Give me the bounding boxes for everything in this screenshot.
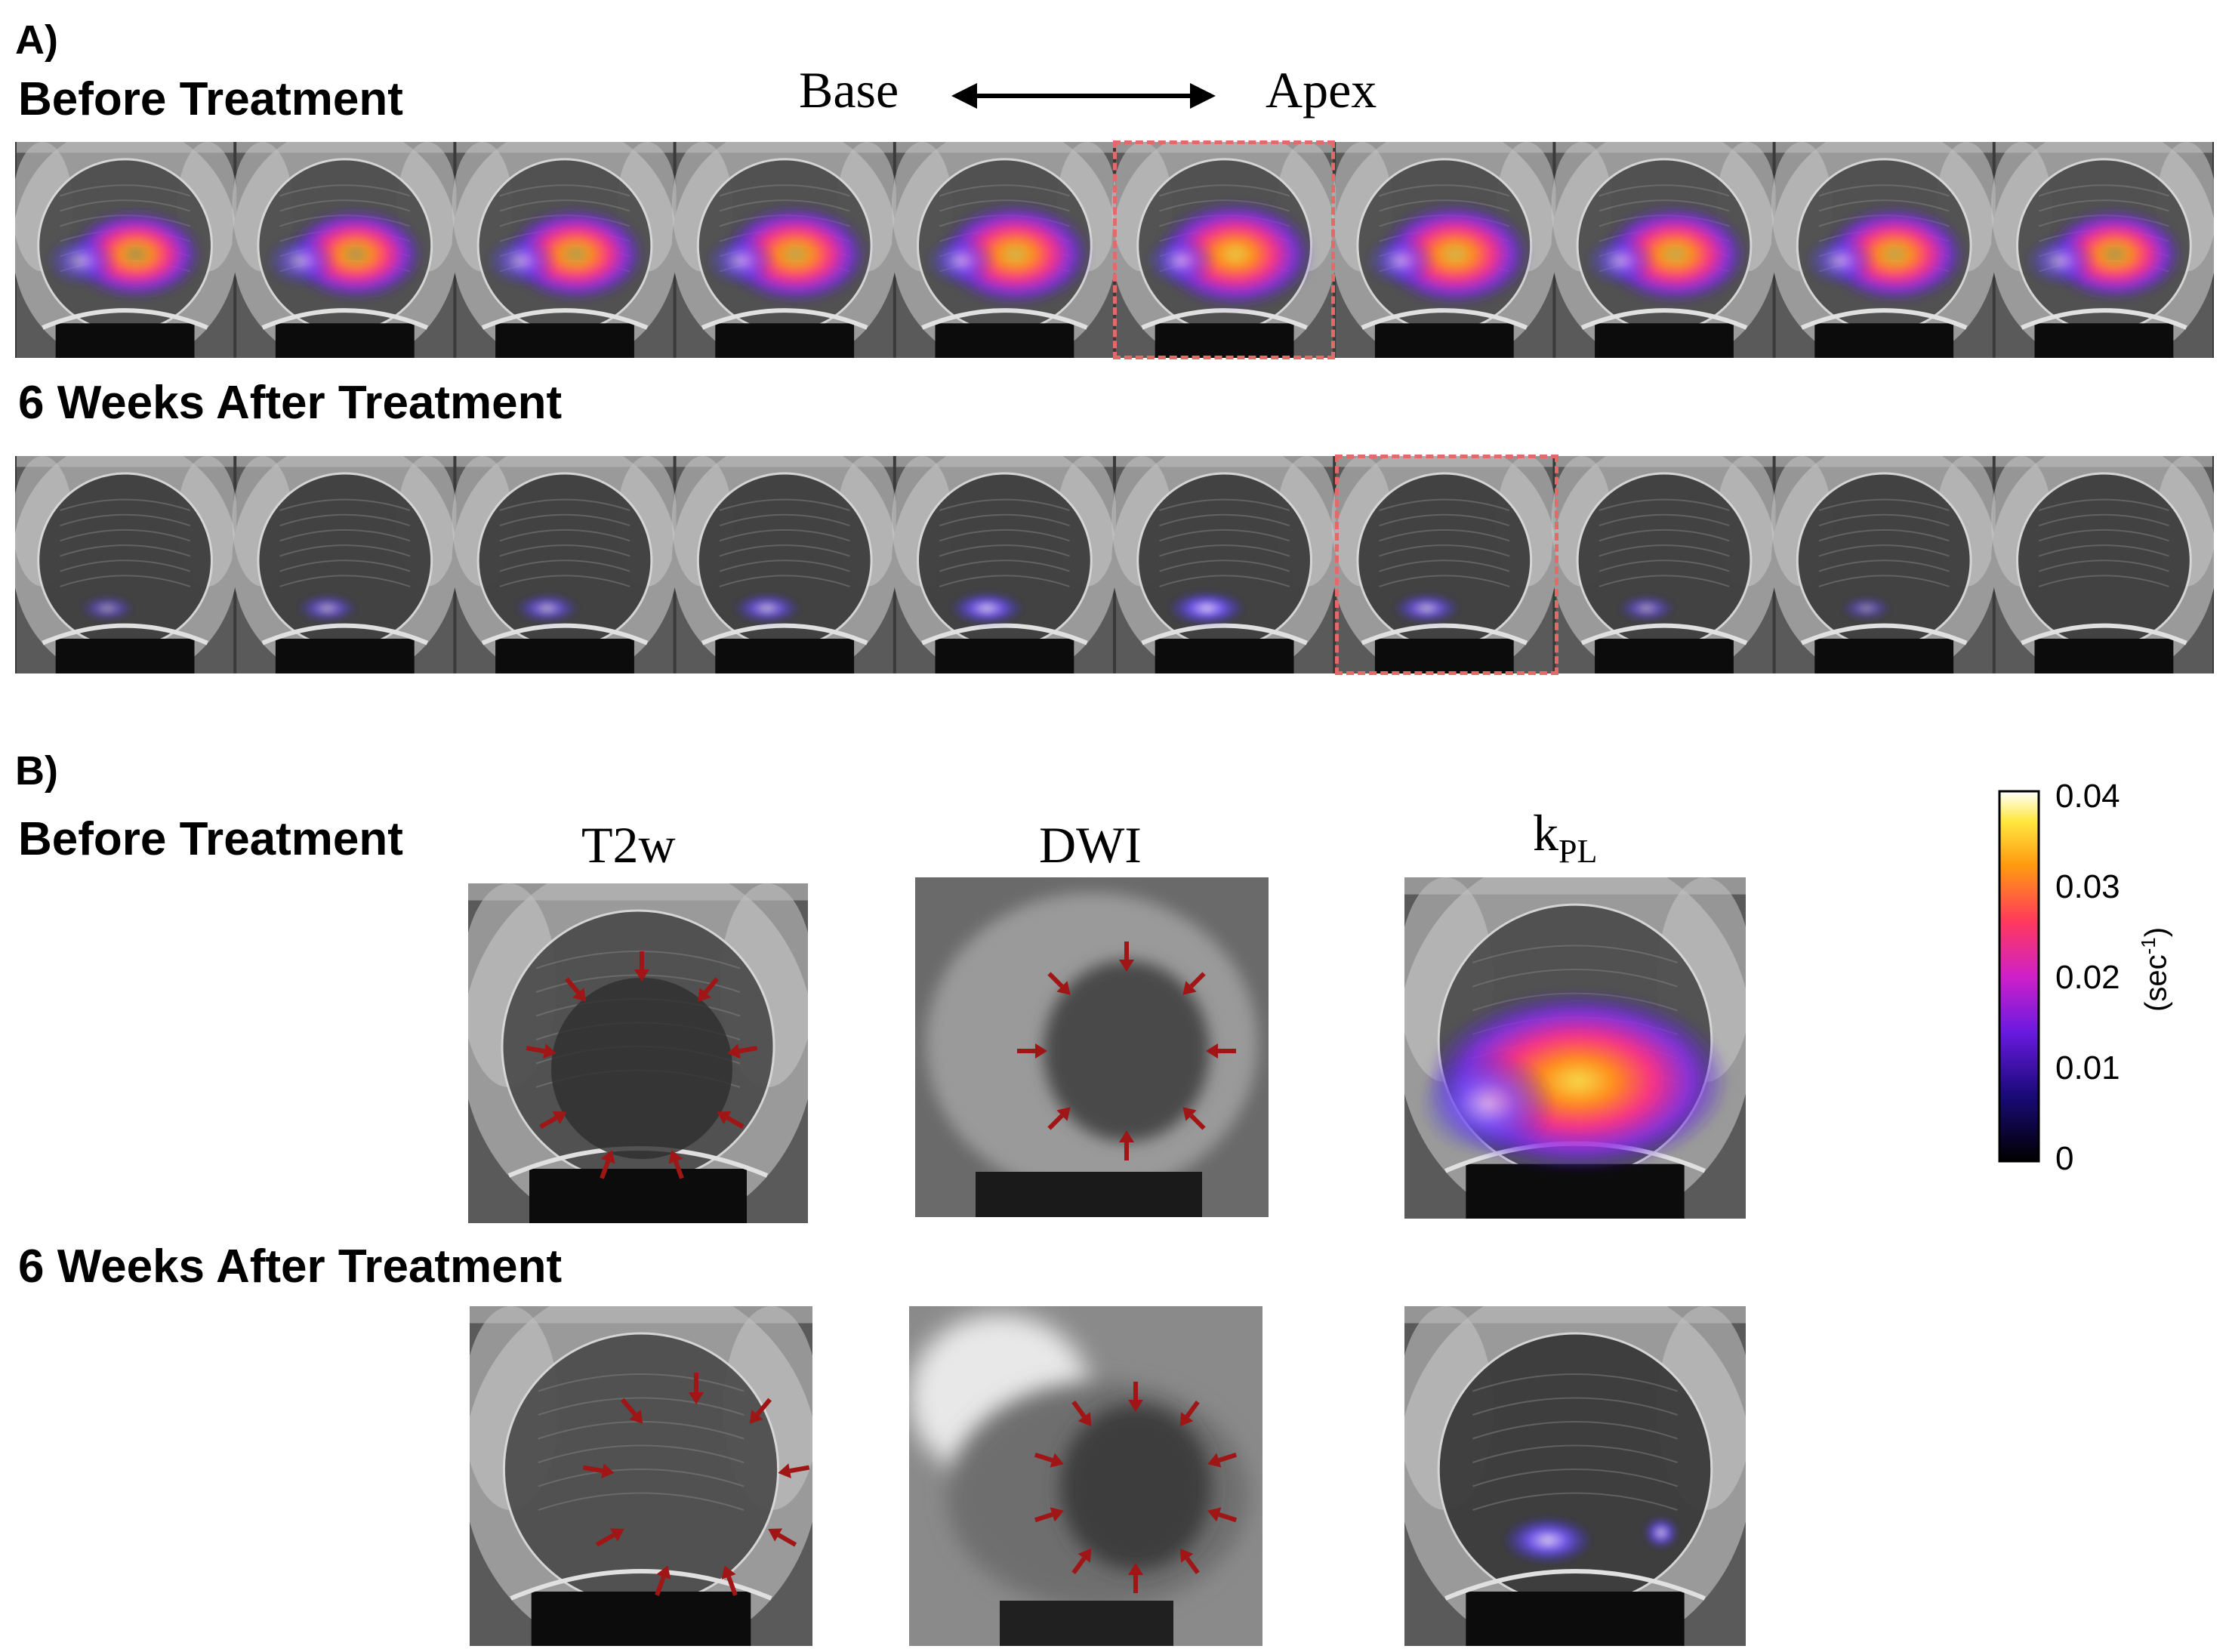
colorbar-tick-001: 0.01 [2055, 1049, 2120, 1086]
before-treatment-title-a: Before Treatment [18, 73, 403, 125]
t2w-column-title: T2w [581, 816, 676, 874]
t2w-before-image [468, 883, 808, 1223]
dwi-before-image [915, 877, 1269, 1217]
colorbar-unit-close: ) [2139, 926, 2173, 938]
kpl-title-sub: PL [1558, 833, 1598, 870]
dwi-after-image [909, 1306, 1262, 1646]
before-treatment-title-b: Before Treatment [18, 813, 403, 865]
colorbar-tick-003: 0.03 [2055, 868, 2120, 905]
after-treatment-title-a: 6 Weeks After Treatment [18, 377, 563, 429]
panel-a-label: A) [15, 17, 58, 63]
colorbar-unit-sup: -1 [2137, 937, 2160, 955]
dwi-column-title: DWI [1039, 816, 1142, 874]
after-treatment-title-b: 6 Weeks After Treatment [18, 1241, 563, 1293]
kpl-before-image [1404, 877, 1746, 1219]
t2w-after-image [470, 1306, 812, 1646]
kpl-column-title: kPL [1533, 803, 1597, 870]
kpl-after-image [1404, 1306, 1746, 1646]
colorbar [1998, 790, 2040, 1163]
double-arrow-icon [951, 83, 1216, 109]
axis-apex-label: Apex [1266, 61, 1377, 119]
colorbar-unit-main: (sec [2139, 954, 2173, 1012]
colorbar-tick-0: 0 [2055, 1140, 2074, 1177]
after-slice-strip [15, 456, 2214, 673]
panel-b-label: B) [15, 748, 58, 794]
kpl-title-main: k [1533, 804, 1558, 861]
before-slice-strip [15, 142, 2214, 358]
colorbar-unit-label: (sec-1) [2137, 927, 2173, 1012]
axis-base-label: Base [799, 61, 899, 119]
colorbar-tick-004: 0.04 [2055, 778, 2120, 815]
colorbar-tick-002: 0.02 [2055, 959, 2120, 996]
